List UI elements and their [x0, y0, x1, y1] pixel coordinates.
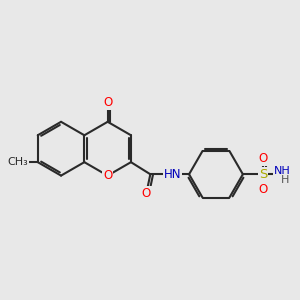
Text: NH: NH	[274, 166, 291, 176]
Text: O: O	[258, 183, 268, 196]
Text: O: O	[103, 169, 112, 182]
Text: O: O	[142, 187, 151, 200]
Text: S: S	[259, 168, 267, 181]
Text: CH₃: CH₃	[7, 157, 28, 167]
Text: HN: HN	[164, 168, 181, 181]
Text: H: H	[280, 175, 289, 185]
Text: O: O	[258, 152, 268, 165]
Text: O: O	[103, 96, 112, 109]
